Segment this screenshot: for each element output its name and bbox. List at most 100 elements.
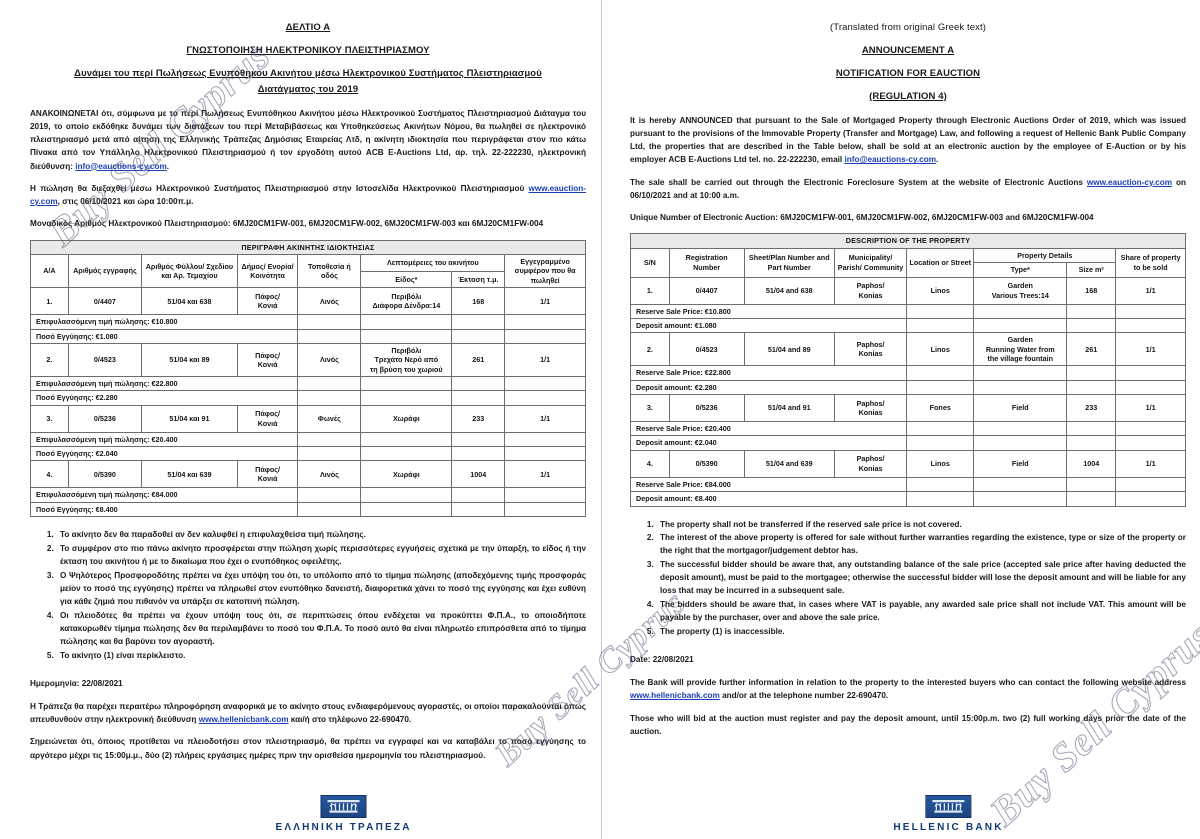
blank-cell: [973, 421, 1068, 437]
greek-header-location: Τοποθεσία ή οδός: [297, 254, 362, 289]
blank-cell: [297, 501, 362, 518]
reserve-price-row: Reserve Sale Price: €10.800: [629, 303, 1186, 319]
deposit-amount-value: Ποσό Εγγύησης: €8.400: [29, 501, 299, 518]
blank-cell: [451, 446, 506, 462]
blank-cell: [504, 328, 586, 344]
deposit-amount-value: Ποσό Εγγύησης: €2.040: [29, 446, 299, 462]
cell-size: 233: [1066, 394, 1117, 423]
english-auction-website-link[interactable]: www.eauction-cy.com: [1086, 177, 1172, 187]
english-logo-text: HELLENIC BANK: [893, 822, 1004, 833]
greek-footer-1-tail: και/ή στο τηλέφωνο 22-690470.: [288, 714, 412, 724]
cell-share: 1/1: [504, 342, 586, 377]
greek-auction-website-link[interactable]: www.eauction-cy.com: [30, 183, 586, 207]
english-paragraph-1-text: It is hereby ANNOUNCED that pursuant to …: [630, 115, 1186, 165]
cell-location: Linos: [906, 332, 975, 367]
blank-cell: [1115, 476, 1186, 493]
table-row: 2. 0/4523 51/04 και 89 Πάφος/Κονιά Λινός Περι…: [30, 342, 586, 377]
cell-registration: 0/4407: [67, 287, 142, 316]
blank-cell: [1115, 303, 1186, 319]
greek-header-share: Εγγεγραμμένο συμφέρον που θα πωληθεί: [504, 254, 586, 289]
blank-cell: [451, 390, 506, 406]
list-item: The bidders should be aware that, in cas…: [656, 599, 1186, 625]
cell-registration: 0/4407: [668, 276, 745, 305]
list-item: Το ακίνητο δεν θα παραδοθεί αν δεν καλυφ…: [56, 529, 586, 542]
greek-date-line: Ημερομηνία: 22/08/2021: [30, 678, 123, 688]
cell-registration: 0/5390: [67, 460, 142, 489]
greek-paragraph-2-text: Η πώληση θα διεξαχθεί μέσω Ηλεκτρονικού …: [30, 183, 529, 193]
blank-cell: [360, 375, 453, 392]
greek-bank-website-link[interactable]: www.hellenicbank.com: [198, 714, 289, 724]
blank-cell: [906, 379, 975, 396]
english-heading-3: (REGULATION 4): [869, 90, 947, 102]
blank-cell: [1066, 303, 1117, 319]
greek-heading-2: ΓΝΩΣΤΟΠΟΙΗΣΗ ΗΛΕΚΤΡΟΝΙΚΟΥ ΠΛΕΙΣΤΗΡΙΑΣΜΟΥ: [186, 44, 430, 56]
list-item: The interest of the above property is of…: [656, 532, 1186, 558]
greek-paragraph-1-tail: .: [166, 161, 170, 171]
reserve-price-value: Επιφυλασσόμενη τιμή πώλησης: €10.800: [29, 314, 299, 330]
english-footer-1-text: The Bank will provide further informatio…: [630, 678, 1186, 688]
cell-sn: 2.: [30, 342, 69, 377]
cell-municipality: Πάφος/Κονιά: [236, 404, 299, 433]
greek-email-link[interactable]: info@eauctions-cy.com: [75, 161, 167, 171]
cell-location: Linos: [906, 276, 975, 305]
reserve-price-row: Επιφυλασσόμενη τιμή πώλησης: €10.800: [29, 314, 586, 330]
cell-municipality: Πάφος/Κονιά: [236, 342, 299, 377]
english-bank-logo: HELLENIC BANK: [893, 795, 1003, 833]
reserve-price-row: Επιφυλασσόμενη τιμή πώλησης: €22.800: [29, 375, 586, 392]
greek-table-body: 1. 0/4407 51/04 και 638 Πάφος/Κονιά Λινός Περ…: [29, 287, 586, 518]
deposit-amount-row: Ποσό Εγγύησης: €1.080: [29, 328, 586, 344]
greek-header-sn: Α/Α: [30, 254, 69, 289]
greek-bank-logo: ΕΛΛΗΝΙΚΗ ΤΡΑΠΕΖΑ: [275, 795, 411, 833]
cell-size: 1004: [1066, 449, 1117, 478]
deposit-amount-row: Deposit amount: €1.080: [629, 317, 1186, 334]
cell-municipality: Paphos/Konias: [833, 332, 908, 367]
cell-type: Χωράφι: [360, 404, 453, 433]
greek-paragraph-1: ΑΝΑΚΟΙΝΩΝΕΤΑΙ ότι, σύμφωνα με το περί Πω…: [30, 107, 586, 173]
english-header-size: Size m²: [1066, 262, 1117, 278]
english-bank-website-link[interactable]: www.hellenicbank.com: [630, 691, 720, 701]
deposit-amount-row: Deposit amount: €2.280: [629, 379, 1186, 396]
list-item: The property shall not be transferred if…: [656, 519, 1186, 532]
hellenic-bank-pillar-icon: [925, 795, 972, 818]
english-column: (Translated from original Greek text) AN…: [600, 0, 1200, 839]
cell-registration: 0/5390: [668, 449, 745, 478]
greek-header-registration: Αριθμός εγγραφής: [67, 254, 142, 289]
deposit-amount-value: Ποσό Εγγύησης: €1.080: [29, 328, 299, 344]
deposit-amount-value: Deposit amount: €2.280: [629, 379, 908, 396]
cell-share: 1/1: [504, 404, 586, 433]
english-header-location: Location or Street: [906, 247, 975, 278]
table-title-row: DESCRIPTION OF THE PROPERTY: [630, 233, 1186, 249]
blank-cell: [297, 487, 362, 503]
english-heading-2: NOTIFICATION FOR EAUCTION: [835, 67, 981, 79]
blank-cell: [297, 390, 362, 406]
greek-footer-1-text: Η Τράπεζα θα παρέχει περαιτέρω πληροφόρη…: [30, 701, 586, 724]
english-paragraph-2: The sale shall be carried out through th…: [630, 176, 1186, 203]
reserve-price-value: Reserve Sale Price: €20.400: [629, 421, 908, 437]
blank-cell: [906, 476, 975, 493]
english-footer-1-tail: and/or at the telephone number 22-690470…: [719, 691, 889, 701]
cell-location: Λινός: [297, 460, 362, 489]
blank-cell: [973, 491, 1068, 507]
english-header-details-group: Property Details: [973, 247, 1117, 264]
cell-registration: 0/4523: [668, 332, 745, 367]
english-header-municipality: Municipality/ Parish/ Community: [833, 247, 908, 278]
list-item: Οι πλειοδότες θα πρέπει να έχουν υπόψη τ…: [56, 610, 586, 649]
cell-municipality: Paphos/Konias: [833, 449, 908, 478]
blank-cell: [1066, 379, 1117, 396]
table-header-row-1: S/N Registration Number Sheet/Plan Numbe…: [630, 247, 1186, 278]
cell-location: Fones: [906, 394, 975, 423]
reserve-price-value: Reserve Sale Price: €10.800: [629, 303, 908, 319]
cell-municipality: Paphos/Konias: [833, 276, 908, 305]
blank-cell: [297, 446, 362, 462]
english-email-link[interactable]: info@eauctions-cy.com: [844, 155, 936, 165]
table-row: 4. 0/5390 51/04 και 639 Πάφος/Κονιά Λινός Χωρ…: [30, 460, 586, 489]
blank-cell: [297, 431, 362, 448]
cell-sheet-plan: 51/04 και 91: [140, 404, 238, 433]
cell-size: 233: [451, 404, 506, 433]
english-header-share: Share of property to be sold: [1115, 247, 1186, 278]
reserve-price-row: Reserve Sale Price: €20.400: [629, 421, 1186, 437]
reserve-price-value: Επιφυλασσόμενη τιμή πώλησης: €84.000: [29, 487, 299, 503]
english-paragraph-1-tail: .: [936, 155, 939, 165]
blank-cell: [297, 314, 362, 330]
english-header-sheet-plan: Sheet/Plan Number and Part Number: [743, 247, 835, 278]
